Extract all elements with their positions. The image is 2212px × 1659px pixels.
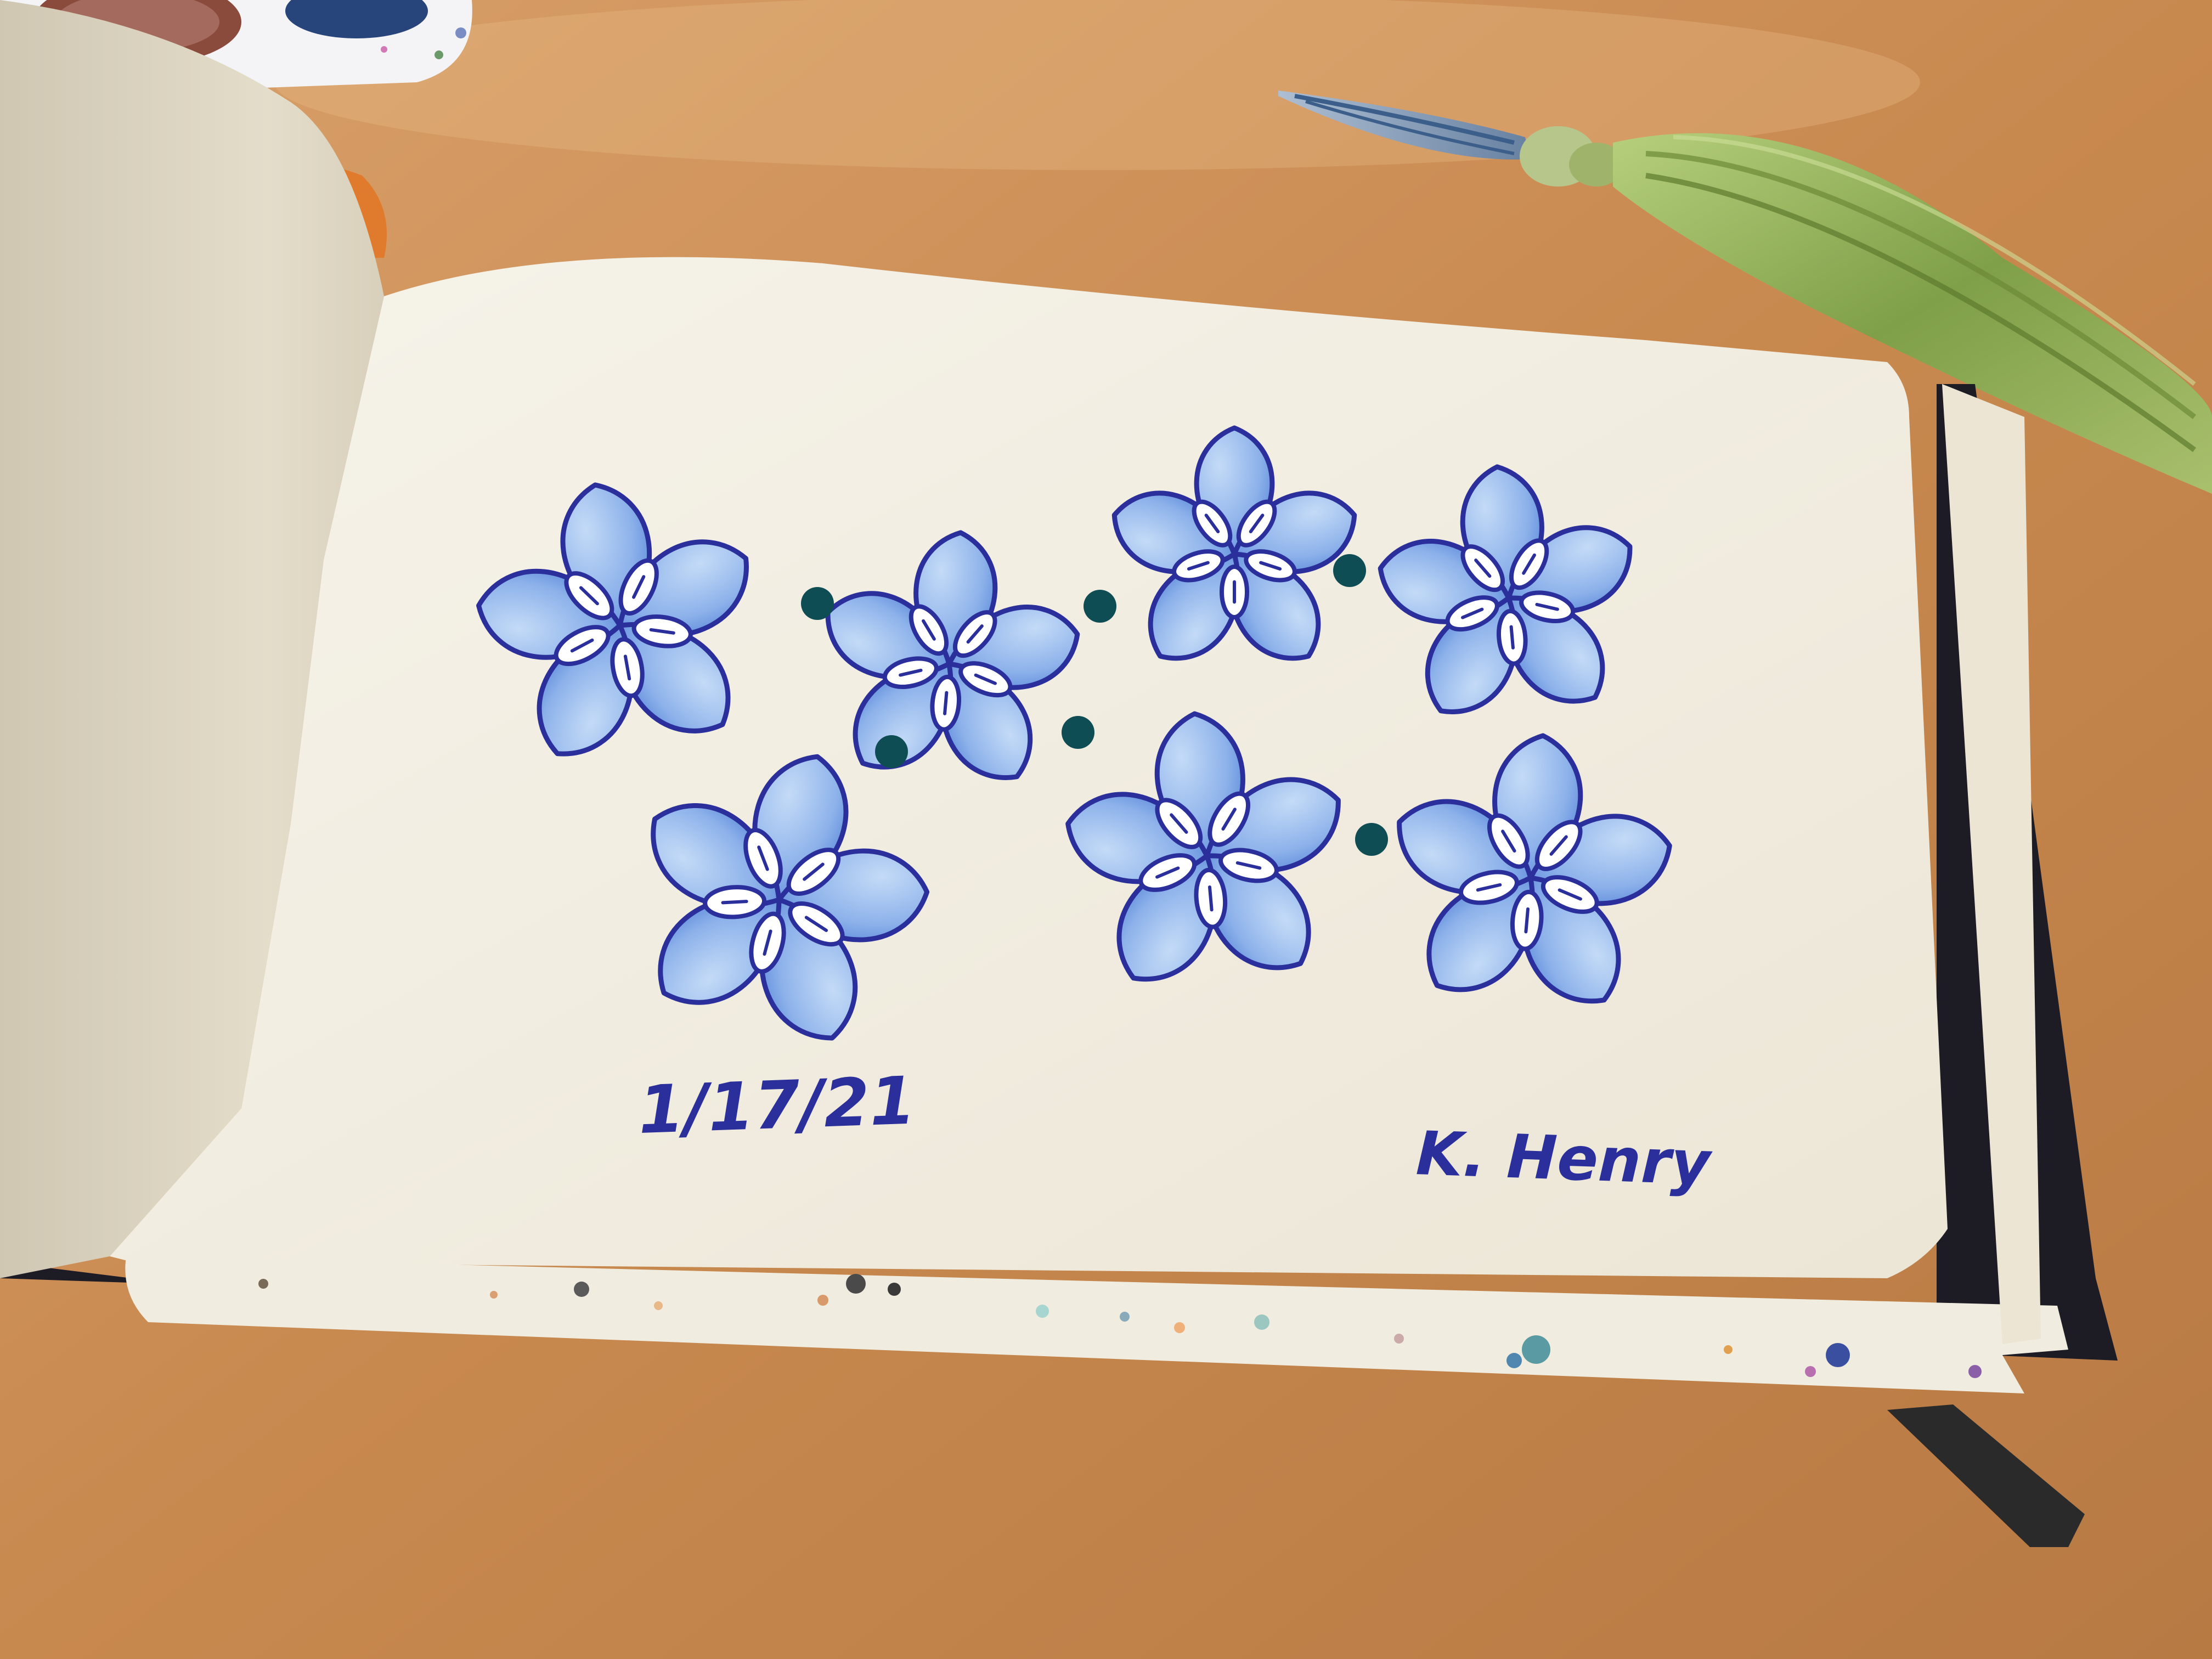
flower-6 [1065, 711, 1341, 982]
oval-center-stroke [1235, 861, 1262, 870]
oval-center-stroke [1221, 808, 1237, 831]
oval-center-stroke [899, 668, 923, 677]
oval-center-stroke [579, 586, 599, 606]
oval-center-stroke [943, 691, 949, 715]
oval-center-stroke [757, 845, 769, 871]
oval-center-stroke [1549, 835, 1568, 856]
oval-center-stroke [1249, 514, 1265, 534]
oval-center-stroke [1187, 561, 1210, 571]
oval-center-stroke [649, 628, 675, 635]
artwork-date: 1/17/21 [637, 1063, 917, 1149]
oval-center-stroke [1204, 514, 1220, 534]
oval-center-stroke [803, 862, 825, 881]
oval-center-stroke [632, 575, 646, 599]
flower-artwork [476, 425, 1672, 1041]
page-edge-block [125, 384, 2069, 1393]
oval-center-stroke [1558, 888, 1582, 901]
oval-center-stroke [1476, 883, 1502, 892]
connector-dot-1 [801, 587, 834, 620]
flower-5 [651, 754, 930, 1041]
oval-center-stroke [721, 900, 748, 905]
oval-center-stroke [1259, 561, 1282, 571]
paint-speckles [258, 1274, 1982, 1378]
left-page [0, 0, 384, 1278]
oval-center-stroke [1155, 866, 1180, 879]
elastic-band [1887, 1404, 2085, 1547]
oval-center-stroke [922, 619, 936, 641]
oval-center-stroke [1461, 607, 1484, 619]
oval-center-stroke [1501, 830, 1516, 853]
oval-center-stroke [1535, 602, 1559, 611]
flower-1 [476, 482, 749, 757]
oval-center-stroke [1207, 885, 1214, 912]
oval-center-stroke [1522, 553, 1536, 575]
oval-center-stroke [1509, 625, 1515, 650]
oval-center-stroke [1524, 907, 1530, 934]
connector-dot-5 [1062, 716, 1094, 749]
connector-dot-6 [1355, 823, 1388, 856]
flower-3 [1111, 425, 1357, 661]
oval-center-stroke [763, 929, 772, 956]
flower-2 [825, 530, 1080, 780]
table-glare [274, 0, 1920, 170]
oval-center-stroke [1474, 558, 1492, 578]
oval-center-stroke [966, 624, 984, 644]
oval-center-stroke [1170, 813, 1188, 834]
connector-dot-3 [1333, 554, 1366, 587]
oval-center-stroke [570, 638, 594, 653]
oval-center-stroke [804, 916, 828, 932]
flower-7 [1397, 733, 1672, 1004]
artist-signature: K. Henry [1415, 1118, 1714, 1199]
glass-dip-pen [1278, 91, 2212, 494]
flower-4 [1378, 464, 1633, 714]
connector-dot-4 [875, 735, 908, 768]
connector-dot-2 [1084, 590, 1116, 623]
oval-center-stroke [974, 673, 997, 685]
right-page [110, 257, 1948, 1278]
oval-center-stroke [623, 654, 631, 681]
